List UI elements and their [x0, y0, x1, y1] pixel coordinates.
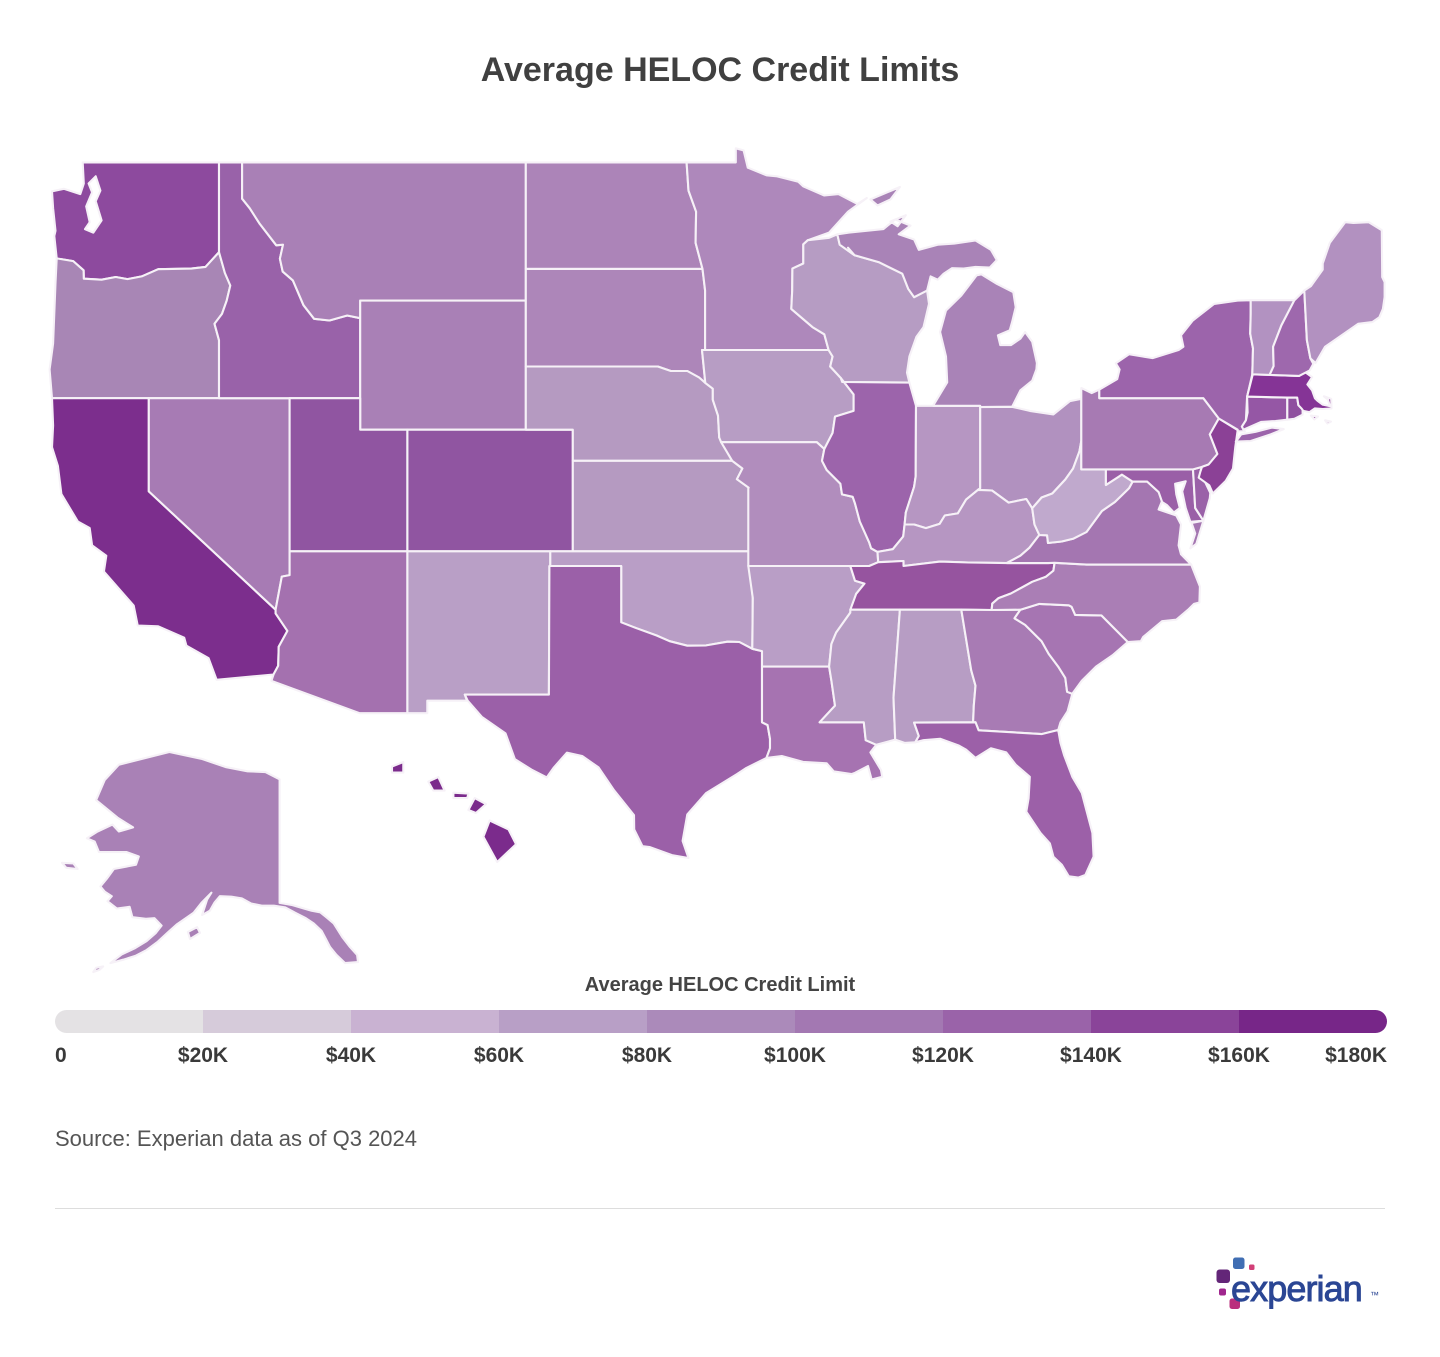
svg-text:™: ™ — [1370, 1290, 1379, 1300]
svg-text:experian: experian — [1231, 1268, 1362, 1309]
